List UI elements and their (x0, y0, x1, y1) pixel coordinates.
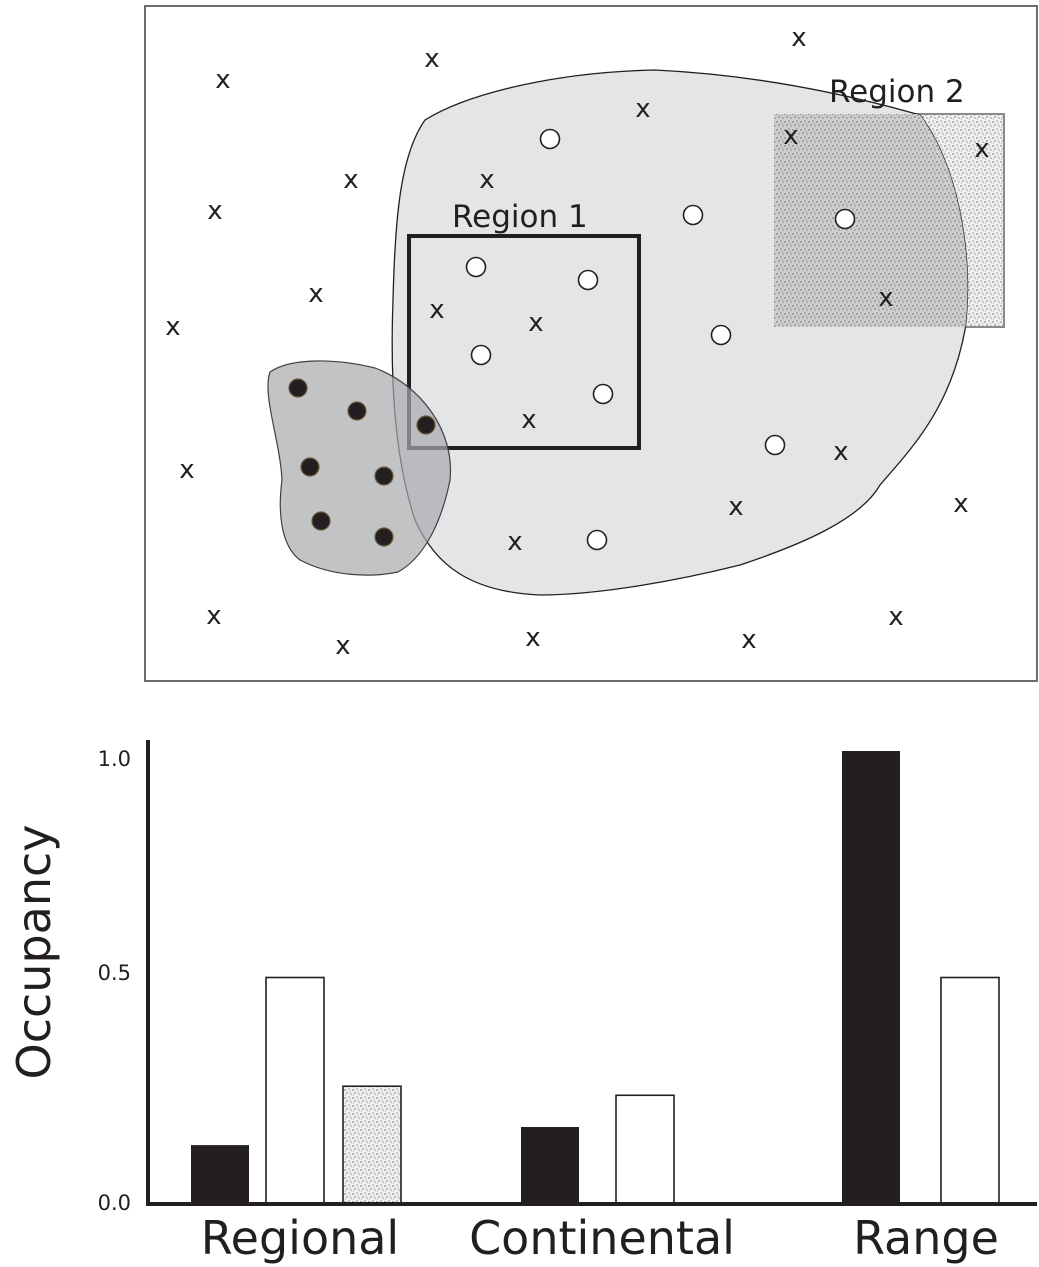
x-category-label: Range (853, 1211, 999, 1265)
absence-marker: x (165, 312, 180, 342)
open-circle (586, 529, 608, 551)
region-1-box (407, 234, 641, 450)
open-circle (465, 256, 487, 278)
bars (191, 751, 1000, 1205)
region-2-overlap (774, 114, 968, 327)
present-dot (374, 466, 394, 486)
absence-marker: x (521, 405, 536, 435)
x-category-label: Continental (469, 1211, 735, 1265)
absence-marker: x (791, 23, 806, 53)
absence-marker: x (974, 134, 989, 164)
y-tick-label: 0.5 (98, 961, 131, 985)
absence-marker: x (833, 437, 848, 467)
occupancy-bar-chart: 0.0 0.5 1.0 Occupancy Regional Continent… (7, 740, 1037, 1265)
absence-marker: x (878, 283, 893, 313)
present-dot (288, 378, 308, 398)
region-1-label: Region 1 (452, 199, 588, 235)
open-circle (764, 434, 786, 456)
absence-markers: x x x x x x x x x x x x x x x x x x x x … (165, 23, 989, 661)
present-dot (311, 511, 331, 531)
absence-marker: x (429, 295, 444, 325)
bar-range-black (842, 751, 900, 1204)
absence-marker: x (741, 625, 756, 655)
open-circle (682, 204, 704, 226)
bar-regional-black (191, 1145, 249, 1204)
bar-regional-white (265, 976, 325, 1205)
absence-marker: x (728, 492, 743, 522)
bar-continental-white (615, 1094, 675, 1205)
open-circle (577, 269, 599, 291)
open-circle (470, 344, 492, 366)
y-tick-label: 0.0 (98, 1191, 131, 1215)
absence-marker: x (783, 121, 798, 151)
absence-marker: x (206, 601, 221, 631)
bar-regional-stipple (342, 1085, 402, 1205)
bar-range-white (940, 976, 1000, 1205)
region-2-label: Region 2 (829, 74, 965, 110)
open-circle (592, 383, 614, 405)
absence-marker: x (528, 308, 543, 338)
open-circles (465, 128, 856, 551)
absence-marker: x (507, 527, 522, 557)
absence-marker: x (335, 631, 350, 661)
present-dot (416, 415, 436, 435)
absence-marker: x (308, 279, 323, 309)
present-dots (288, 378, 436, 547)
species-distribution-map: Region 1 Region 2 x x (144, 5, 1038, 682)
absence-marker: x (424, 44, 439, 74)
absence-marker: x (635, 94, 650, 124)
open-circle (539, 128, 561, 150)
absence-marker: x (207, 196, 222, 226)
open-circle (834, 208, 856, 230)
absence-marker: x (953, 489, 968, 519)
absence-marker: x (343, 165, 358, 195)
absence-marker: x (179, 455, 194, 485)
bar-continental-black (521, 1126, 579, 1204)
absence-marker: x (888, 602, 903, 632)
present-dot (374, 527, 394, 547)
absence-marker: x (525, 623, 540, 653)
open-circle (710, 324, 732, 346)
y-axis-label: Occupancy (7, 825, 61, 1080)
absence-marker: x (479, 165, 494, 195)
absence-marker: x (215, 65, 230, 95)
x-category-label: Regional (201, 1211, 399, 1265)
y-tick-label: 1.0 (98, 747, 131, 771)
present-dot (300, 457, 320, 477)
present-dot (347, 401, 367, 421)
